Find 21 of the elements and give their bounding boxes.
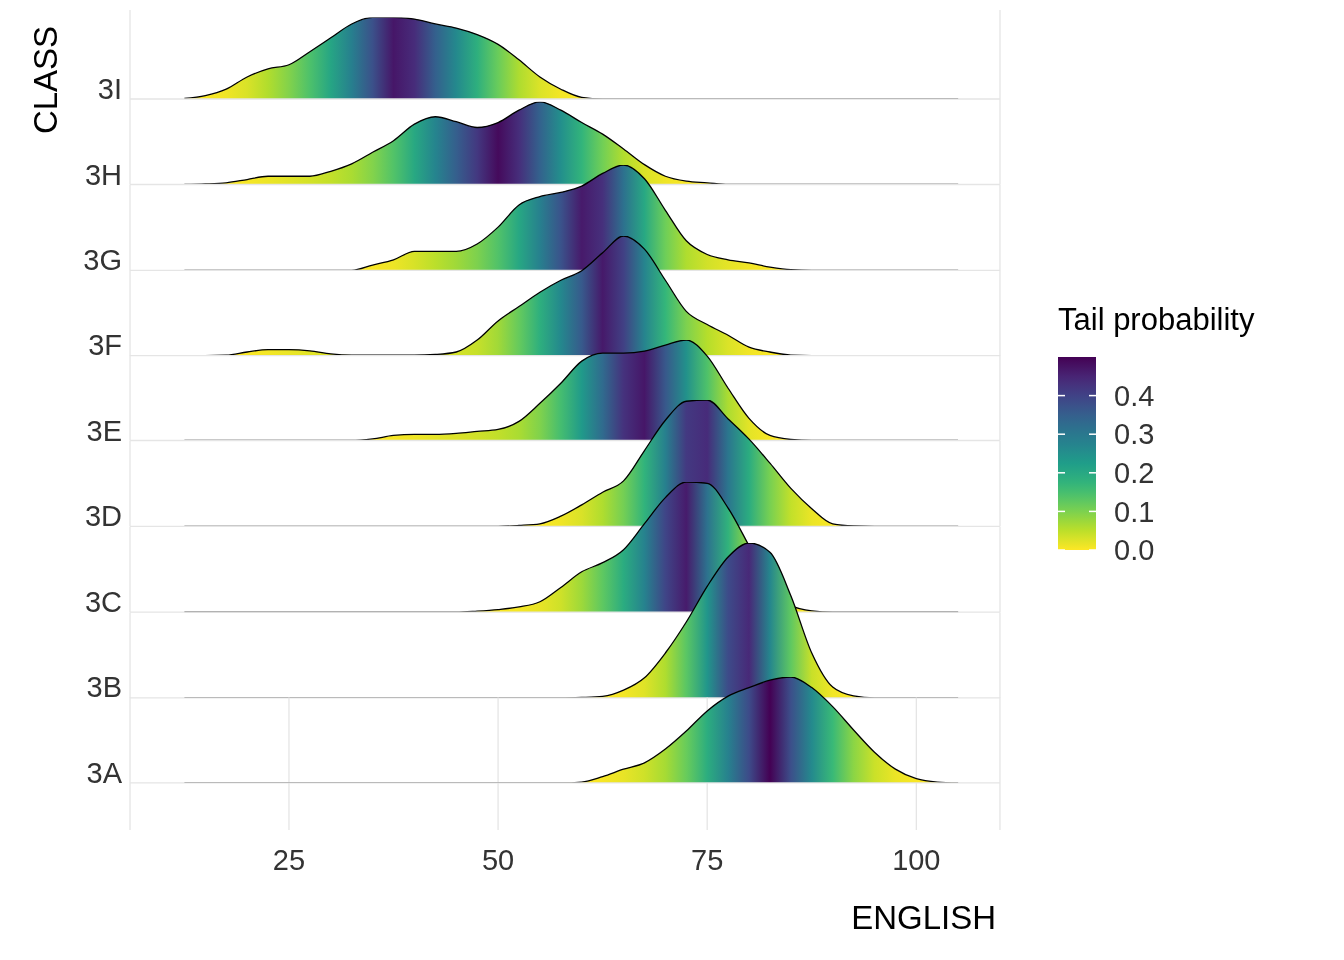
text: 3B (86, 670, 122, 704)
text: 3I (97, 72, 122, 106)
x-tick-label: 50 (481, 843, 515, 876)
text: 3G (83, 243, 122, 277)
text: 3H (84, 158, 122, 191)
color-bar-label: 0.3 (1114, 418, 1155, 451)
x-tick-label: 100 (892, 843, 941, 876)
text: 3C (84, 585, 122, 619)
color-bar-label: 0.4 (1114, 379, 1155, 412)
y-axis-title: CLASS (27, 25, 65, 135)
color-bar-label: 0.1 (1114, 495, 1155, 528)
text: 3A (86, 756, 122, 790)
color-bar-title: Tail probability (1058, 302, 1255, 337)
text: 3F (88, 328, 122, 362)
x-tick-label: 75 (691, 843, 724, 876)
x-axis-title: ENGLISH (851, 898, 996, 936)
color-bar-label: 0.2 (1114, 456, 1155, 489)
text: 3E (86, 414, 122, 448)
text: 3D (84, 499, 122, 533)
color-bar-label: 0.0 (1114, 534, 1155, 567)
x-tick-label: 25 (272, 843, 306, 876)
